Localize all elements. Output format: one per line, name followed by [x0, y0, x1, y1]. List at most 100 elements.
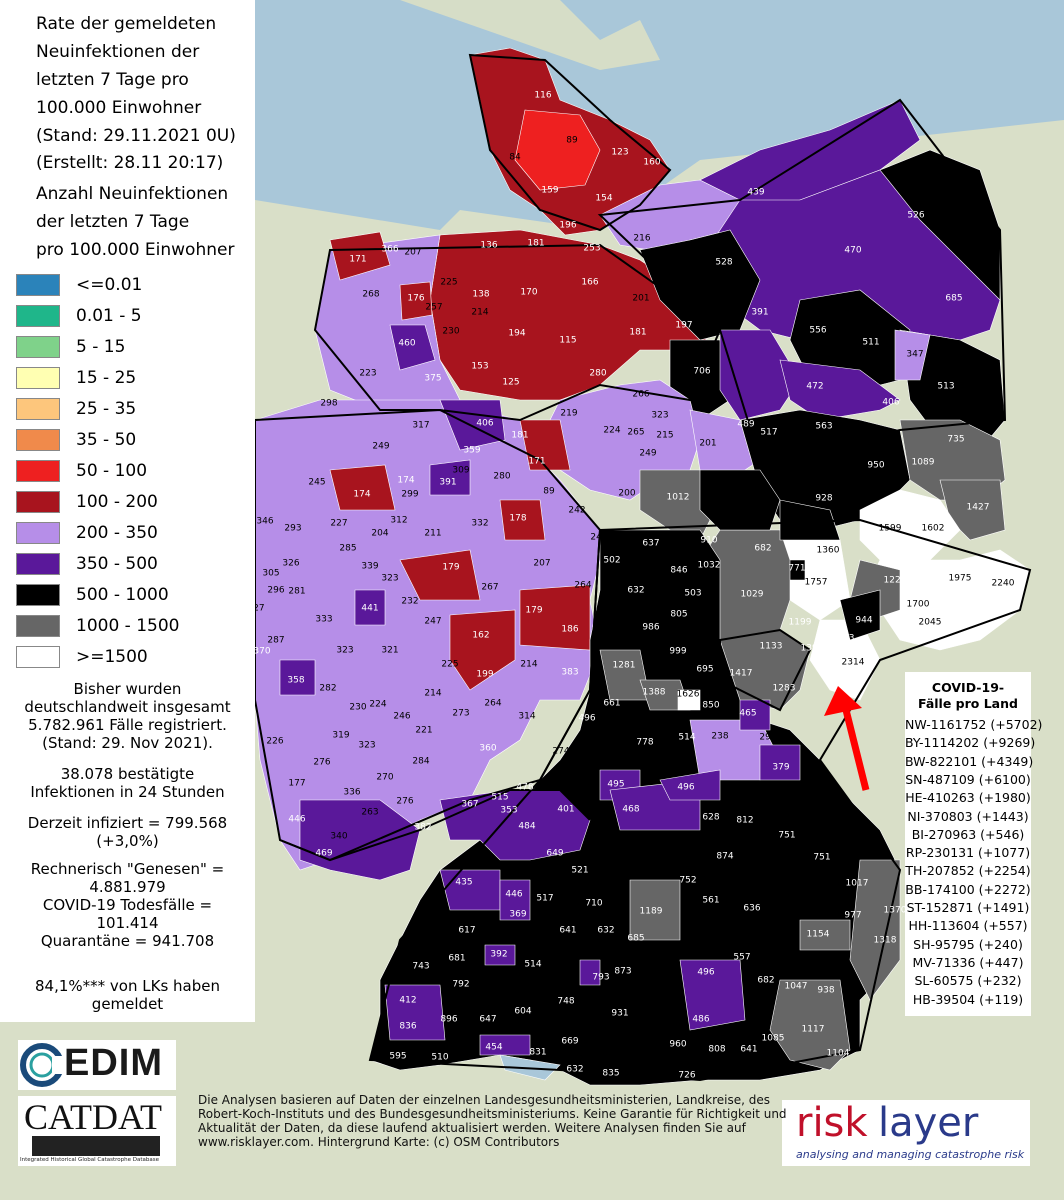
legend-label: 1000 - 1500 — [76, 616, 180, 636]
district-value-label: 647 — [479, 1015, 496, 1025]
district-value-label: 1085 — [762, 1034, 785, 1044]
district-value-label: 1117 — [802, 1025, 825, 1035]
district-value-label: 224 — [369, 700, 386, 710]
legend-label: <=0.01 — [76, 275, 143, 295]
district-value-label: 136 — [480, 241, 497, 251]
district-value-label: 528 — [715, 258, 732, 268]
district-value-label: 938 — [817, 986, 834, 996]
north-coast-land — [400, 0, 660, 70]
legend-item: 5 - 15 — [16, 334, 125, 360]
district-value-label: 484 — [518, 822, 535, 832]
district-value-label: 264 — [574, 581, 591, 591]
district-value-label: 323 — [381, 574, 398, 584]
district-value-label: 805 — [670, 610, 687, 620]
legend-label: >=1500 — [76, 647, 148, 667]
district-value-label: 1975 — [949, 574, 972, 584]
district-value-label: 215 — [656, 431, 673, 441]
district-value-label: 160 — [643, 158, 660, 168]
district-value-label: 1599 — [879, 524, 902, 534]
state-case-row: NW-1161752 (+5702) — [905, 717, 1043, 732]
district-value-label: 181 — [511, 431, 528, 441]
district-value-label: 200 — [618, 489, 635, 499]
district-value-label: 510 — [431, 1053, 448, 1063]
district-value-label: 1281 — [613, 661, 636, 671]
state-case-row: ST-152871 (+1491) — [906, 900, 1030, 915]
title-line: pro 100.000 Einwohner — [36, 240, 235, 260]
district-value-label: 214 — [471, 308, 488, 318]
district-value-label: 273 — [452, 709, 469, 719]
district-value-label: 1417 — [730, 669, 753, 679]
legend-label: 50 - 100 — [76, 461, 148, 481]
district-value-label: 174 — [397, 476, 414, 486]
legend-label: 35 - 50 — [76, 430, 137, 450]
legend-item: 1000 - 1500 — [16, 613, 179, 639]
state-case-row: SL-60575 (+232) — [914, 973, 1022, 989]
district-value-label: 299 — [401, 490, 418, 500]
district-value-label: 309 — [452, 466, 469, 476]
district-value-label: 224 — [603, 426, 620, 436]
district-value-label: 383 — [561, 668, 578, 678]
district-value-label: 230 — [349, 703, 366, 713]
district-value-label: 391 — [751, 308, 768, 318]
catdat-logo-subtitle: Integrated Historical Global Catastrophe… — [20, 1157, 159, 1163]
district-value-label: 944 — [855, 616, 872, 626]
district-value-label: 199 — [476, 670, 493, 680]
district-labels: 116 89 84 123 160 159 154 196 253 216 136 181 166 170… — [247, 91, 1014, 1081]
district-value-label: 282 — [319, 684, 336, 694]
district-value-label: 446 — [505, 890, 522, 900]
district-value-label: 293 — [284, 524, 301, 534]
district-value-label: 178 — [509, 514, 526, 524]
district-value-label: 793 — [592, 973, 609, 983]
district-value-label: 1602 — [922, 524, 945, 534]
district-value-label: 1396 — [801, 644, 824, 654]
district-value-label: 230 — [442, 327, 459, 337]
district-value-label: 340 — [330, 832, 347, 842]
district-value-label: 353 — [500, 806, 517, 816]
district-value-label: 226 — [266, 737, 283, 747]
district-value-label: 406 — [476, 419, 493, 429]
legend-swatch — [16, 336, 60, 358]
cedim-logo: EDIM — [18, 1040, 176, 1090]
district-value-label: 298 — [320, 399, 337, 409]
district-value-label: 726 — [678, 1071, 695, 1081]
district-value-label: 446 — [288, 815, 305, 825]
district-value-label: 201 — [699, 439, 716, 449]
district-value-label: 873 — [614, 967, 631, 977]
district-value-label: 511 — [862, 338, 879, 348]
district-value-label: 1283 — [773, 684, 796, 694]
footer-disclaimer: Die Analysen basieren auf Daten der einz… — [198, 1093, 787, 1149]
district-value-label: 263 — [361, 808, 378, 818]
legend-item: 100 - 200 — [16, 489, 158, 515]
district-value-label: 563 — [815, 422, 832, 432]
district-value-label: 1388 — [643, 688, 666, 698]
district-value-label: 1089 — [912, 458, 935, 468]
district-value-label: 682 — [757, 976, 774, 986]
district-value-label: 201 — [632, 294, 649, 304]
district-value-label: 196 — [559, 221, 576, 231]
legend-item: 15 - 25 — [16, 365, 136, 391]
district-value-label: 632 — [627, 586, 644, 596]
title-line: (Stand: 29.11.2021 0U) — [36, 126, 236, 146]
district-value-label: 204 — [371, 529, 388, 539]
legend-label: 0.01 - 5 — [76, 306, 142, 326]
district-value-label: 685 — [945, 294, 962, 304]
legend-item: <=0.01 — [16, 272, 142, 298]
district-value-label: 249 — [639, 449, 656, 459]
district-value-label: 460 — [398, 339, 415, 349]
cedim-logo-text: EDIM — [64, 1042, 163, 1084]
district-value-label: 285 — [339, 544, 356, 554]
legend-swatch — [16, 460, 60, 482]
legend-item: 50 - 100 — [16, 458, 147, 484]
district-value-label: 336 — [343, 788, 360, 798]
district-value-label: 896 — [440, 1015, 457, 1025]
district-value-label: 503 — [684, 589, 701, 599]
district-value-label: 123 — [611, 148, 628, 158]
catdat-logo: CATDAT Integrated Historical Global Cata… — [18, 1096, 176, 1166]
district-value-label: 366 — [381, 245, 398, 255]
district-value-label: 812 — [736, 816, 753, 826]
district-value-label: 526 — [907, 211, 924, 221]
district-value-label: 270 — [376, 773, 393, 783]
district-value-label: 950 — [867, 461, 884, 471]
state-case-row: HE-410263 (+1980) — [905, 790, 1031, 806]
